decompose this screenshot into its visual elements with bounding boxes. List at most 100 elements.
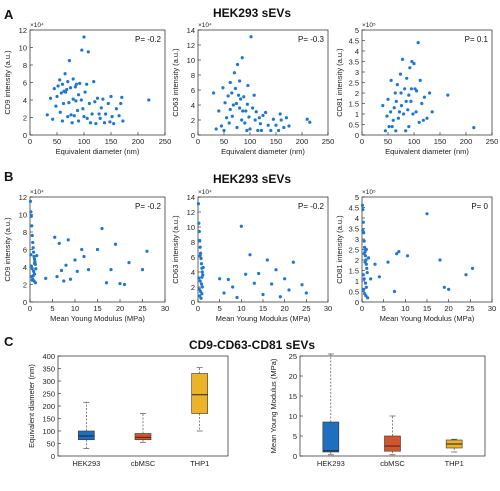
data-point <box>100 226 104 231</box>
data-point <box>386 260 390 264</box>
data-point <box>405 254 410 258</box>
data-point <box>29 253 33 257</box>
data-point <box>362 277 366 281</box>
data-point <box>114 107 118 111</box>
data-point <box>104 112 108 116</box>
data-point <box>33 281 38 285</box>
data-point <box>300 283 304 287</box>
y-tick-label: 6 <box>23 78 27 87</box>
axes-frame <box>29 29 166 136</box>
data-point <box>392 106 396 110</box>
data-point <box>394 129 398 133</box>
data-point <box>265 258 269 262</box>
data-point <box>56 84 60 88</box>
data-point <box>197 229 201 234</box>
data-point <box>212 91 216 95</box>
data-point <box>243 121 247 125</box>
data-point <box>398 72 403 76</box>
correlation-annotation: P= -0.2 <box>298 202 325 211</box>
data-point <box>30 233 34 238</box>
data-point <box>77 93 81 97</box>
chart-cd63-vs-diameter: 0 2 4 6 8 10 12 14 CD63 intensity (a.u.) 0 50 100 15… <box>171 22 334 156</box>
category-label: HEK293 <box>317 459 345 468</box>
x-tick-label: 150 <box>434 137 447 146</box>
box-iqr <box>384 435 401 452</box>
data-point <box>228 80 232 85</box>
data-point <box>407 93 411 97</box>
y-axis-label: Equivalent diameter (nm) <box>27 364 36 448</box>
data-point <box>249 35 253 39</box>
data-point <box>271 117 275 121</box>
data-point <box>53 235 57 239</box>
y-tick-label: 12 <box>19 193 27 202</box>
data-point <box>291 260 295 264</box>
data-point <box>68 277 73 281</box>
data-point <box>54 104 58 108</box>
y-axis-label: CD81 intensity (a.u.) <box>335 215 344 284</box>
data-point <box>244 272 248 276</box>
data-point <box>387 125 391 129</box>
y-tick-label: 12 <box>187 208 195 217</box>
data-point <box>230 91 234 95</box>
data-point <box>415 89 419 93</box>
data-point <box>30 278 34 282</box>
data-point <box>261 113 265 118</box>
data-point <box>257 116 261 120</box>
section-title-c: CD9-CD63-CD81 sEVs <box>189 338 315 352</box>
boxplot-modulus: 0 5 10 15 20 25 Mean Young Modulus (MPa) HEK293… <box>269 352 486 468</box>
x-tick-label: 0 <box>360 304 364 313</box>
data-point <box>403 87 407 91</box>
data-point <box>274 123 278 127</box>
data-point <box>145 249 149 253</box>
y-tick-label: 3 <box>355 68 359 77</box>
data-point <box>308 120 312 124</box>
data-point <box>361 229 365 233</box>
data-point <box>63 72 67 76</box>
data-point <box>394 99 398 103</box>
data-point <box>101 97 105 101</box>
data-point <box>78 81 82 85</box>
data-point <box>390 125 394 129</box>
data-point <box>278 112 282 116</box>
data-point <box>122 282 127 287</box>
y-exponent-label: ×10⁵ <box>362 22 376 29</box>
y-tick-label: 0 <box>51 452 55 461</box>
data-point <box>389 110 393 114</box>
x-tick-label: 10 <box>71 304 79 313</box>
data-point <box>75 108 80 113</box>
y-tick-label: 200 <box>42 402 55 411</box>
data-point <box>416 41 420 45</box>
data-point <box>196 202 201 206</box>
y-tick-label: 4.5 <box>349 36 359 45</box>
data-point <box>147 98 151 102</box>
data-point <box>82 115 86 119</box>
x-tick-label: 10 <box>401 304 409 313</box>
x-axis-label: Mean Young Modulus (MPa) <box>216 314 311 323</box>
y-tick-label: 3 <box>355 235 359 244</box>
data-point <box>28 199 33 203</box>
data-point <box>284 116 288 120</box>
data-point <box>233 86 238 91</box>
data-point <box>252 93 256 97</box>
x-tick-label: 10 <box>237 304 245 313</box>
y-tick-label: 300 <box>42 377 55 386</box>
x-tick-label: 200 <box>460 137 473 146</box>
x-axis-label: Equivalent diameter (nm) <box>56 147 140 156</box>
data-point <box>48 96 53 100</box>
y-tick-label: 4 <box>191 101 195 110</box>
x-tick-label: 20 <box>280 304 288 313</box>
y-tick-label: 3.5 <box>349 57 359 66</box>
data-point <box>407 125 411 129</box>
y-tick-label: 12 <box>187 41 195 50</box>
y-tick-label: 5 <box>355 26 359 35</box>
y-tick-label: 10 <box>19 43 27 52</box>
data-point <box>406 108 410 112</box>
box-iqr <box>191 373 208 414</box>
y-exponent-label: ×10⁵ <box>362 189 376 196</box>
y-tick-label: 10 <box>187 223 195 232</box>
data-point <box>86 50 90 54</box>
data-point <box>385 114 389 118</box>
data-point <box>420 101 424 106</box>
y-tick-label: 0 <box>355 131 359 140</box>
